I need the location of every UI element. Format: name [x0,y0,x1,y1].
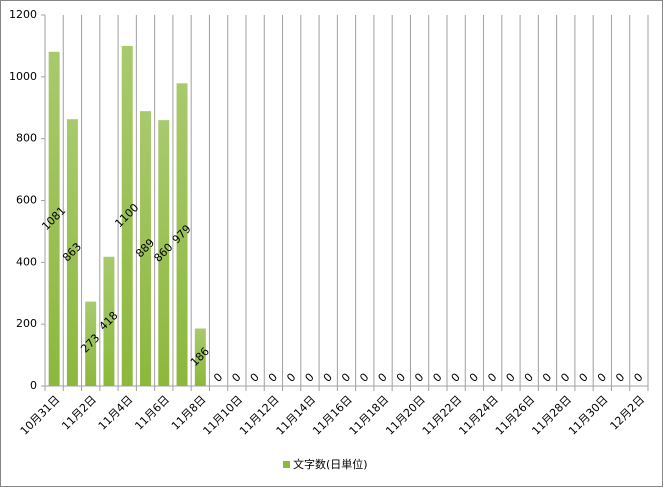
legend-swatch [283,461,290,468]
y-tick-label: 600 [16,194,37,207]
legend-label: 文字数(日単位) [293,457,368,471]
bar [48,51,60,386]
y-tick-label: 0 [30,379,37,392]
legend: 文字数(日単位) [283,457,368,471]
y-tick-label: 200 [16,317,37,330]
bar [103,256,115,386]
y-tick-label: 1200 [9,8,37,21]
bar [194,328,206,386]
bar [140,111,151,387]
bar [176,83,188,386]
y-tick-label: 800 [16,132,37,145]
y-tick-label: 400 [16,255,37,268]
bar [158,120,170,386]
y-tick-label: 1000 [9,70,37,83]
bar [66,119,78,387]
bar [121,45,133,387]
bar [85,301,97,386]
